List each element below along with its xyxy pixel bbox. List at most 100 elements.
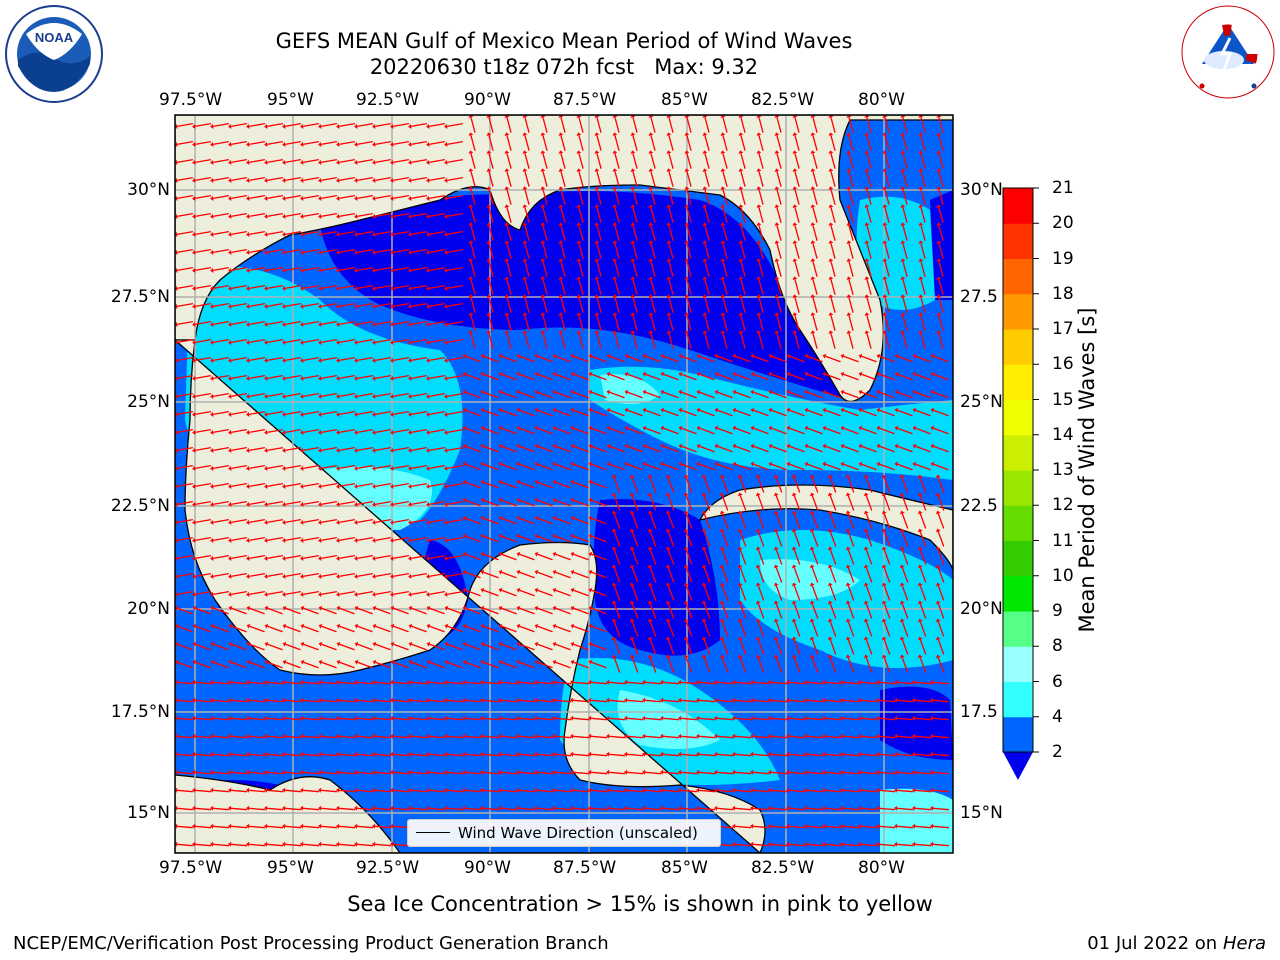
wave-direction-arrowhead: [282, 123, 286, 129]
wave-direction-arrow: [429, 212, 445, 218]
wave-direction-arrowhead: [792, 186, 798, 190]
wave-direction-arrow: [578, 189, 584, 205]
wave-direction-arrow: [231, 536, 247, 542]
wave-direction-arrowhead: [444, 411, 448, 417]
wave-direction-arrow: [919, 495, 927, 511]
wave-direction-arrow: [428, 753, 446, 757]
wave-direction-arrowhead: [300, 357, 304, 363]
wave-direction-arrowhead: [845, 510, 851, 515]
wave-direction-arrow: [883, 639, 891, 655]
wave-direction-arrowhead: [462, 659, 467, 665]
wave-direction-arrow: [411, 230, 427, 236]
wave-direction-arrow: [555, 571, 571, 579]
wave-direction-arrow: [686, 333, 692, 349]
wave-direction-arrow: [465, 409, 481, 417]
wave-direction-arrowhead: [876, 823, 880, 829]
wave-direction-arrowhead: [426, 177, 430, 183]
wave-direction-arrowhead: [810, 276, 816, 280]
wave-direction-arrow: [356, 789, 374, 793]
wave-direction-arrow: [488, 171, 494, 187]
wave-direction-arrow: [519, 445, 535, 453]
wave-direction-arrowhead: [282, 605, 287, 611]
wave-direction-arrowhead: [768, 697, 772, 703]
wave-direction-arrow: [644, 753, 662, 757]
wave-direction-arrow: [393, 518, 409, 524]
wave-direction-arrowhead: [612, 186, 618, 190]
wave-direction-arrow: [920, 243, 926, 259]
wave-direction-arrowhead: [840, 787, 844, 793]
wave-direction-arrow: [704, 171, 710, 187]
wave-direction-arrowhead: [809, 582, 815, 587]
wave-direction-arrowhead: [576, 240, 582, 244]
wave-direction-arrow: [902, 261, 908, 277]
wave-direction-arrow: [536, 771, 554, 775]
wave-direction-arrowhead: [318, 321, 322, 327]
wave-direction-arrowhead: [720, 168, 726, 172]
wave-direction-arrowhead: [408, 123, 412, 129]
lat-label-right: 22.5: [960, 496, 998, 516]
wave-direction-arrowhead: [444, 733, 448, 739]
wave-direction-arrowhead: [647, 564, 653, 569]
wave-direction-arrowhead: [768, 407, 773, 413]
wave-direction-arrowhead: [552, 569, 557, 575]
wave-direction-arrowhead: [792, 258, 798, 262]
wave-direction-arrowhead: [845, 600, 851, 605]
wave-direction-arrowhead: [624, 389, 629, 395]
colorbar-extend-triangle: [1003, 752, 1033, 780]
wave-direction-arrow: [506, 189, 512, 205]
wave-direction-arrowhead: [858, 371, 863, 377]
wave-direction-arrowhead: [480, 497, 485, 503]
wave-direction-arrowhead: [540, 294, 546, 298]
wave-direction-arrowhead: [264, 447, 268, 453]
wave-direction-arrowhead: [300, 659, 305, 665]
wave-direction-arrow: [447, 410, 463, 416]
wave-direction-arrowhead: [647, 474, 653, 479]
wave-direction-arrow: [429, 572, 445, 578]
wave-direction-arrow: [806, 789, 824, 793]
wave-direction-arrow: [519, 625, 535, 633]
wave-direction-arrow: [302, 807, 320, 811]
wave-direction-arrowhead: [282, 751, 286, 757]
wave-direction-arrow: [267, 518, 283, 524]
wave-direction-arrowhead: [935, 492, 941, 497]
wave-direction-arrow: [735, 373, 751, 381]
wave-direction-arrowhead: [696, 461, 701, 467]
wave-direction-arrow: [843, 427, 859, 435]
wave-direction-arrowhead: [540, 258, 546, 262]
wave-direction-arrow: [771, 427, 787, 435]
wave-direction-arrow: [703, 657, 711, 673]
wave-direction-arrow: [590, 735, 608, 739]
wave-direction-arrow: [375, 410, 391, 416]
wave-direction-arrowhead: [696, 805, 700, 811]
wave-direction-arrowhead: [486, 186, 492, 190]
wave-direction-arrowhead: [630, 204, 636, 208]
wave-direction-arrowhead: [738, 204, 744, 208]
wave-direction-arrowhead: [588, 587, 593, 593]
wave-direction-arrow: [488, 189, 494, 205]
wave-direction-arrowhead: [408, 465, 412, 471]
wave-direction-arrowhead: [858, 679, 862, 685]
wave-direction-arrow: [392, 735, 410, 739]
wave-direction-arrow: [321, 140, 337, 146]
wave-direction-arrow: [339, 194, 355, 200]
wave-direction-arrowhead: [774, 186, 780, 190]
wave-direction-arrowhead: [737, 564, 743, 569]
wave-direction-arrowhead: [912, 841, 916, 847]
wave-direction-arrowhead: [408, 267, 412, 273]
wave-direction-arrow: [537, 661, 553, 669]
lat-label-left: 30°N: [127, 180, 170, 200]
wave-direction-arrow: [848, 135, 854, 151]
wave-direction-arrow: [393, 625, 409, 633]
wave-direction-arrowhead: [666, 330, 672, 334]
wave-direction-arrowhead: [606, 443, 611, 449]
wave-direction-arrow: [753, 373, 769, 381]
wave-direction-arrowhead: [246, 195, 250, 201]
wave-direction-arrowhead: [552, 425, 557, 431]
wave-direction-arrowhead: [318, 393, 322, 399]
wave-direction-arrowhead: [228, 213, 232, 219]
wave-direction-arrow: [285, 643, 301, 651]
wave-direction-arrow: [752, 771, 770, 775]
wave-direction-arrowhead: [809, 654, 815, 659]
wave-direction-arrow: [429, 446, 445, 452]
colorbar-tick-label: 10: [1052, 565, 1074, 586]
